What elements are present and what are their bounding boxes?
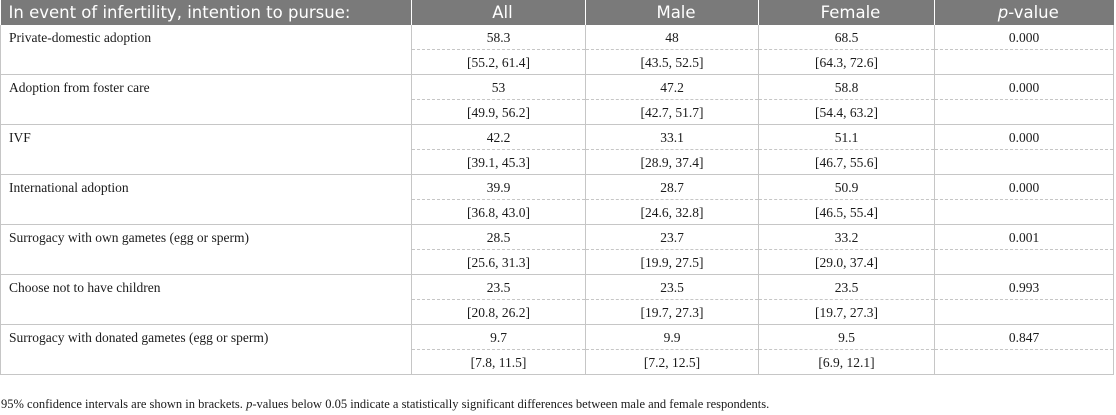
table-body: Private-domestic adoption 58.3 48 68.5 0.000… [0, 25, 1114, 375]
row-label: Surrogacy with own gametes (egg or sperm… [0, 224, 412, 275]
table-row: Surrogacy with own gametes (egg or sperm… [0, 224, 1114, 275]
cell-male: 23.7 [585, 224, 759, 250]
table-row-ci: [20.8, 26.2] [19.7, 27.3] [19.7, 27.3] [1, 299, 1114, 325]
cell-female: 68.5 [758, 25, 935, 50]
cell-all-ci: [36.8, 43.0] [411, 199, 586, 225]
header-label: In event of infertility, intention to pu… [8, 3, 351, 22]
results-table: In event of infertility, intention to pu… [0, 0, 1114, 375]
cell-pvalue-empty [934, 99, 1114, 125]
cell-female-ci: [64.3, 72.6] [758, 49, 935, 75]
table-row-ci: [55.2, 61.4] [43.5, 52.5] [64.3, 72.6] [1, 49, 1114, 75]
cell-male: 9.9 [585, 324, 759, 350]
table-row: Surrogacy with donated gametes (egg or s… [0, 324, 1114, 375]
row-label: IVF [0, 124, 412, 175]
cell-female: 23.5 [758, 274, 935, 300]
cell-female-ci: [46.5, 55.4] [758, 199, 935, 225]
cell-female-ci: [46.7, 55.6] [758, 149, 935, 175]
footnote-italic: p [246, 397, 253, 411]
header-pvalue-italic: p [997, 3, 1009, 22]
row-label: Choose not to have children [0, 274, 412, 325]
cell-male: 48 [585, 25, 759, 50]
cell-all: 39.9 [411, 174, 586, 200]
cell-male-ci: [28.9, 37.4] [585, 149, 759, 175]
cell-pvalue-empty [934, 249, 1114, 275]
table-row-ci: [7.8, 11.5] [7.2, 12.5] [6.9, 12.1] [1, 349, 1114, 375]
cell-male: 23.5 [585, 274, 759, 300]
table-row: IVF 42.2 33.1 51.1 0.000 [0, 124, 1114, 175]
table-footnote: 95% confidence intervals are shown in br… [1, 397, 769, 412]
footnote-part2: -values below 0.05 indicate a statistica… [252, 397, 770, 411]
cell-pvalue: 0.000 [934, 74, 1114, 100]
header-pvalue-rest: -value [1008, 3, 1059, 22]
cell-female-ci: [6.9, 12.1] [758, 349, 935, 375]
row-label: Private-domestic adoption [0, 25, 412, 75]
cell-female: 33.2 [758, 224, 935, 250]
cell-male-ci: [19.9, 27.5] [585, 249, 759, 275]
cell-male-ci: [43.5, 52.5] [585, 49, 759, 75]
footnote-part1: 95% confidence intervals are shown in br… [1, 397, 247, 411]
header-pvalue: p-value [934, 0, 1114, 25]
cell-pvalue: 0.001 [934, 224, 1114, 250]
cell-all: 23.5 [411, 274, 586, 300]
cell-pvalue-empty [934, 199, 1114, 225]
cell-male: 28.7 [585, 174, 759, 200]
cell-pvalue: 0.847 [934, 324, 1114, 350]
cell-pvalue: 0.993 [934, 274, 1114, 300]
table-row-ci: [49.9, 56.2] [42.7, 51.7] [54.4, 63.2] [1, 99, 1114, 125]
cell-all-ci: [7.8, 11.5] [411, 349, 586, 375]
table-row: Private-domestic adoption 58.3 48 68.5 0.000 [0, 25, 1114, 75]
row-label: Adoption from foster care [0, 74, 412, 125]
cell-all-ci: [55.2, 61.4] [411, 49, 586, 75]
cell-male-ci: [24.6, 32.8] [585, 199, 759, 225]
header-male: Male [585, 0, 759, 25]
table-row: Adoption from foster care 53 47.2 58.8 0.000 [0, 74, 1114, 125]
cell-all-ci: [39.1, 45.3] [411, 149, 586, 175]
cell-male: 47.2 [585, 74, 759, 100]
cell-all: 28.5 [411, 224, 586, 250]
cell-female-ci: [19.7, 27.3] [758, 299, 935, 325]
cell-male-ci: [42.7, 51.7] [585, 99, 759, 125]
cell-pvalue-empty [934, 299, 1114, 325]
cell-female: 50.9 [758, 174, 935, 200]
cell-all: 53 [411, 74, 586, 100]
cell-all-ci: [25.6, 31.3] [411, 249, 586, 275]
cell-female-ci: [29.0, 37.4] [758, 249, 935, 275]
table-row-ci: [25.6, 31.3] [19.9, 27.5] [29.0, 37.4] [1, 249, 1114, 275]
table-row: International adoption 39.9 28.7 50.9 0.000 [0, 174, 1114, 225]
table-header-row: In event of infertility, intention to pu… [0, 0, 1114, 25]
cell-pvalue: 0.000 [934, 174, 1114, 200]
row-label: International adoption [0, 174, 412, 225]
cell-male-ci: [7.2, 12.5] [585, 349, 759, 375]
cell-male-ci: [19.7, 27.3] [585, 299, 759, 325]
cell-female-ci: [54.4, 63.2] [758, 99, 935, 125]
cell-all: 9.7 [411, 324, 586, 350]
cell-female: 51.1 [758, 124, 935, 150]
cell-female: 9.5 [758, 324, 935, 350]
cell-male: 33.1 [585, 124, 759, 150]
table-row-ci: [39.1, 45.3] [28.9, 37.4] [46.7, 55.6] [1, 149, 1114, 175]
row-label: Surrogacy with donated gametes (egg or s… [0, 324, 412, 375]
cell-pvalue-empty [934, 49, 1114, 75]
cell-all: 58.3 [411, 25, 586, 50]
cell-all: 42.2 [411, 124, 586, 150]
table-row: Choose not to have children 23.5 23.5 23.5 0… [0, 274, 1114, 325]
cell-all-ci: [49.9, 56.2] [411, 99, 586, 125]
cell-all-ci: [20.8, 26.2] [411, 299, 586, 325]
cell-female: 58.8 [758, 74, 935, 100]
cell-pvalue-empty [934, 149, 1114, 175]
cell-pvalue: 0.000 [934, 25, 1114, 50]
cell-pvalue-empty [934, 349, 1114, 375]
header-female: Female [758, 0, 935, 25]
cell-pvalue: 0.000 [934, 124, 1114, 150]
table-row-ci: [36.8, 43.0] [24.6, 32.8] [46.5, 55.4] [1, 199, 1114, 225]
header-all: All [411, 0, 586, 25]
